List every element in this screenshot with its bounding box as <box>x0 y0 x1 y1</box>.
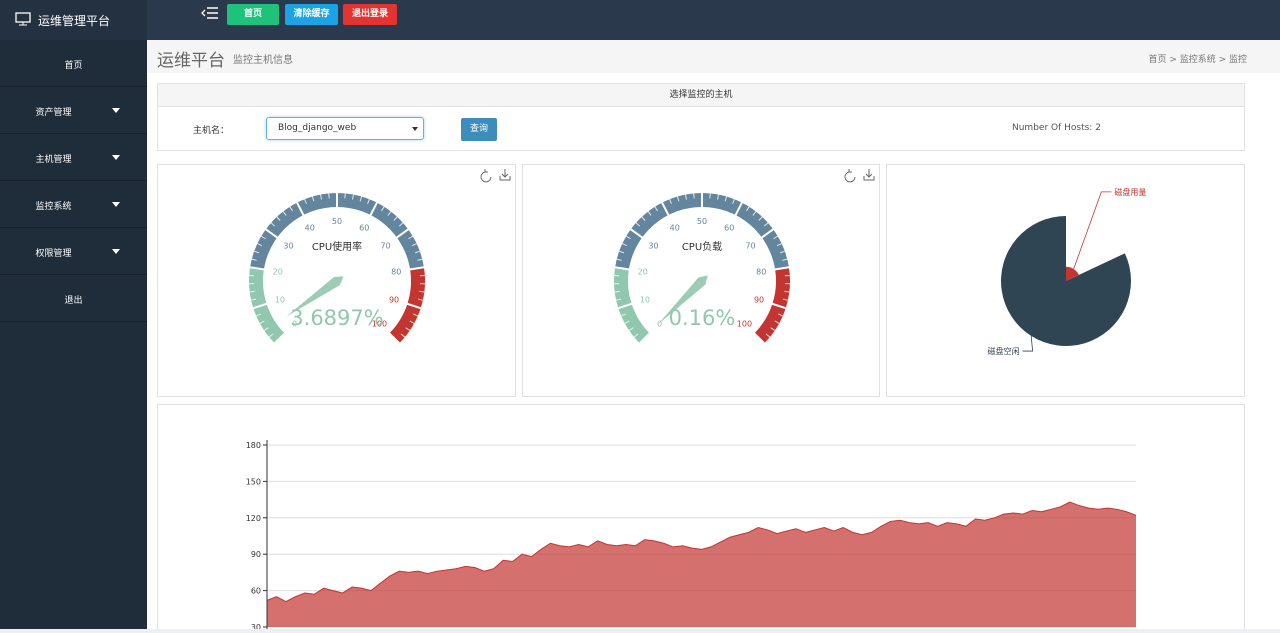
menu-toggle[interactable] <box>201 6 219 20</box>
gauge-tick-label: 80 <box>391 268 401 277</box>
gauge-tick-label: 80 <box>756 268 766 277</box>
toolbox <box>845 169 874 182</box>
brand-area: 运维管理平台 <box>0 0 147 40</box>
caret <box>112 155 120 160</box>
nav-label: 资产管理 <box>0 105 127 118</box>
gauge-tick-label: 90 <box>754 296 764 305</box>
gauge-tick-label: 30 <box>648 242 658 251</box>
caret <box>112 202 120 207</box>
nav-item[interactable]: 主机管理 <box>0 134 147 181</box>
gauge-tick-label: 50 <box>332 217 342 226</box>
clear-cache-button[interactable]: 清除缓存 <box>285 4 338 25</box>
gauge-tick-label: 50 <box>697 217 707 226</box>
gauge-title: CPU负载 <box>682 240 722 253</box>
nav-label: 首页 <box>0 58 147 71</box>
gauge-title: CPU使用率 <box>312 240 362 253</box>
minor-tick <box>615 291 620 292</box>
pie-slice <box>1001 216 1131 346</box>
gauge-tick-label: 100 <box>737 319 752 328</box>
chart-panel: 30 60 90 120 150 180 <box>157 404 1245 629</box>
gauge-tick-label: 70 <box>745 242 755 251</box>
y-tick-label: 30 <box>251 623 261 629</box>
caret <box>112 249 120 254</box>
brand: 运维管理平台 <box>38 12 110 29</box>
nav-item[interactable]: 首页 <box>0 40 147 87</box>
nav-item[interactable]: 资产管理 <box>0 87 147 134</box>
gauge-band <box>257 200 417 268</box>
minor-tick <box>250 291 255 292</box>
gauge-tick-label: 40 <box>305 224 315 233</box>
toolbox <box>481 169 510 182</box>
gauge-tick-label: 10 <box>640 296 650 305</box>
label-line <box>1074 192 1112 269</box>
gauge-tick-label: 20 <box>638 268 648 277</box>
sidebar: 首页资产管理主机管理监控系统权限管理退出 <box>0 40 147 629</box>
gauge-tick-label: 40 <box>670 224 680 233</box>
caret <box>112 108 120 113</box>
y-tick-label: 60 <box>251 587 261 596</box>
page-title: 运维平台 <box>157 46 225 71</box>
monitor-icon <box>15 12 31 26</box>
host-count: Number Of Hosts: 2 <box>1012 123 1101 133</box>
y-tick-label: 150 <box>246 477 261 486</box>
gauge-tick-label: 30 <box>283 242 293 251</box>
breadcrumb[interactable]: 首页 > 监控系统 > 监控 <box>1148 52 1247 65</box>
gauge-tick-label: 60 <box>359 224 369 233</box>
gauge-tick-label: 20 <box>273 268 283 277</box>
area-chart: 30 60 90 120 150 180 <box>158 405 1244 629</box>
nav-label: 主机管理 <box>0 152 127 165</box>
host-panel: 选择监控的主机 主机名： Blog_django_web 查询 Number O… <box>157 83 1245 151</box>
download-icon[interactable] <box>500 169 510 180</box>
label-line <box>1023 336 1033 351</box>
query-button[interactable]: 查询 <box>461 118 497 141</box>
gauge-band <box>622 200 782 268</box>
home-button[interactable]: 首页 <box>227 4 279 25</box>
gauge-value: 0.16% <box>669 306 736 330</box>
gauge-tick-label: 70 <box>380 242 390 251</box>
download-icon[interactable] <box>864 169 874 180</box>
y-tick-label: 90 <box>251 550 261 559</box>
panel-heading: 选择监控的主机 <box>158 84 1244 107</box>
gauge-tick-label: 10 <box>275 296 285 305</box>
gauge-tick-label: 90 <box>389 296 399 305</box>
minor-tick <box>784 291 789 292</box>
minor-tick <box>419 291 424 292</box>
nav-item[interactable]: 退出 <box>0 275 147 322</box>
gauge-value: 3.6897% <box>290 306 383 330</box>
host-select[interactable]: Blog_django_web <box>266 117 424 140</box>
nav-label: 退出 <box>0 293 147 306</box>
area-fill <box>267 502 1136 627</box>
pie-label: 磁盘用量 <box>1114 187 1146 197</box>
nav-label: 监控系统 <box>0 199 127 212</box>
pie-label: 磁盘空闲 <box>988 346 1020 356</box>
logout-button[interactable]: 退出登录 <box>343 4 397 25</box>
content-header <box>147 40 1280 73</box>
nav-item[interactable]: 监控系统 <box>0 181 147 228</box>
top-bar <box>0 0 1280 40</box>
host-label: 主机名： <box>193 123 229 136</box>
refresh-icon[interactable] <box>481 169 491 182</box>
nav-item[interactable]: 权限管理 <box>0 228 147 275</box>
chart-panel: 磁盘用量磁盘空闲 <box>886 164 1245 397</box>
page-subtitle: 监控主机信息 <box>233 51 293 66</box>
gauge-tick-label: 60 <box>724 224 734 233</box>
y-tick-label: 120 <box>246 514 261 523</box>
nav-label: 权限管理 <box>0 246 127 259</box>
refresh-icon[interactable] <box>845 169 855 182</box>
y-tick-label: 180 <box>246 441 261 450</box>
